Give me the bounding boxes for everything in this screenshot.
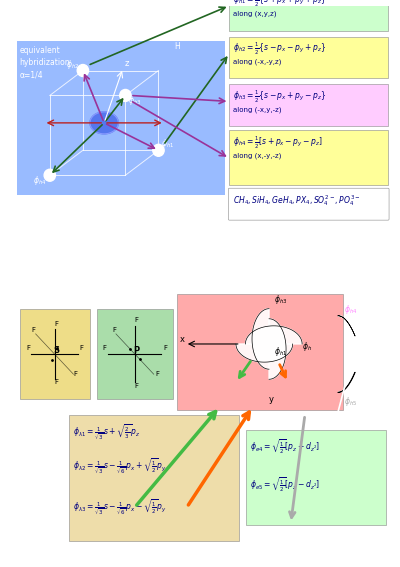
Text: F: F [156,371,160,377]
Text: F: F [32,327,36,333]
Polygon shape [246,326,302,344]
Bar [229,37,388,78]
Text: y: y [268,395,274,404]
Text: F: F [73,371,77,377]
Text: H: H [174,41,180,50]
Circle shape [120,90,131,101]
Text: $\phi_{h4}$: $\phi_{h4}$ [344,303,357,316]
Text: $\phi_{h2} = \frac{1}{2}\{s - p_x - p_y + p_z\}$: $\phi_{h2} = \frac{1}{2}\{s - p_x - p_y … [233,41,326,57]
Text: $\phi_{\lambda 3} = \frac{1}{\sqrt{3}}s - \frac{1}{\sqrt{6}}p_x - \sqrt{\frac{1}: $\phi_{\lambda 3} = \frac{1}{\sqrt{3}}s … [74,497,167,517]
Text: along (-x,y,-z): along (-x,y,-z) [233,107,282,113]
Circle shape [77,65,88,77]
Bar [17,41,225,195]
Text: P: P [134,345,140,354]
Circle shape [153,145,164,156]
Text: $\phi_{\lambda 1} = \frac{1}{\sqrt{3}}s + \sqrt{\frac{2}{3}}p_z$: $\phi_{\lambda 1} = \frac{1}{\sqrt{3}}s … [74,422,140,442]
Text: •:: •: [178,24,183,29]
Text: S: S [54,345,60,354]
Text: $\phi_{h5}$: $\phi_{h5}$ [344,395,357,408]
Text: F: F [135,317,139,323]
Text: F: F [26,345,30,351]
Bar [229,84,388,126]
Text: $\phi_{h1} = \frac{1}{2}\{s + p_x + p_y + p_z\}$: $\phi_{h1} = \frac{1}{2}\{s + p_x + p_y … [233,0,326,9]
Polygon shape [338,316,355,336]
Text: F: F [79,345,83,351]
Text: H—C—H: H—C—H [166,31,198,40]
Text: F: F [54,379,58,386]
Text: d.   dsp³ (sp³d) hybrides (bipyramidal): d. dsp³ (sp³d) hybrides (bipyramidal) [20,291,273,304]
Text: $\phi_{\lambda 2} = \frac{1}{\sqrt{3}}s - \frac{1}{\sqrt{6}}p_x + \sqrt{\frac{1}: $\phi_{\lambda 2} = \frac{1}{\sqrt{3}}s … [74,457,167,476]
Text: z: z [125,59,129,68]
Bar [97,308,173,399]
Text: F: F [163,345,167,351]
Text: $\phi_{h4}$: $\phi_{h4}$ [33,174,46,187]
Text: $\phi_{h3}$: $\phi_{h3}$ [274,293,287,306]
Bar [229,0,388,31]
Polygon shape [236,344,293,362]
Text: $\phi_{e5} = \sqrt{\frac{1}{2}}[p_z - d_{z^2}]$: $\phi_{e5} = \sqrt{\frac{1}{2}}[p_z - d_… [250,475,320,494]
Text: four hybrid sp³ orbitals.: four hybrid sp³ orbitals. [29,210,120,219]
Text: along (x,-y,-z): along (x,-y,-z) [233,153,282,159]
Polygon shape [252,308,269,369]
Text: F: F [54,321,58,327]
Polygon shape [269,319,286,379]
Bar [229,130,388,185]
Text: F: F [135,383,139,390]
Text: $\phi_{h1}$: $\phi_{h1}$ [274,345,287,358]
Text: along (x,y,z): along (x,y,z) [233,11,277,17]
Bar [177,294,343,409]
Text: $\phi_{h3} = \frac{1}{2}\{s - p_x + p_y - p_z\}$: $\phi_{h3} = \frac{1}{2}\{s - p_x + p_y … [233,88,326,105]
Text: F: F [112,327,116,333]
Text: H: H [174,18,180,27]
Text: c.   sp³ hybrides (tetrahedral): c. sp³ hybrides (tetrahedral) [20,18,216,31]
Text: $CH_4, SiH_4, GeH_4, PX_4, SO_4^{2-}, PO_4^{3-}$: $CH_4, SiH_4, GeH_4, PX_4, SO_4^{2-}, PO… [233,193,361,208]
Text: equivalent
hybridization
α=1/4: equivalent hybridization α=1/4 [20,45,70,79]
Text: $\phi_h$: $\phi_h$ [302,340,312,353]
Circle shape [44,170,56,181]
Text: :•: :• [167,24,172,29]
Text: $\phi_{h1}$: $\phi_{h1}$ [161,137,174,150]
Text: $\phi_{e4} = \sqrt{\frac{1}{2}}[p_z + d_{z^2}]$: $\phi_{e4} = \sqrt{\frac{1}{2}}[p_z + d_… [250,437,320,456]
Text: x: x [180,335,185,344]
Polygon shape [338,372,355,392]
Bar [20,308,90,399]
Bar [246,430,386,526]
Ellipse shape [90,112,118,134]
Text: F: F [103,345,107,351]
FancyBboxPatch shape [228,188,389,220]
Text: $\phi_{h3}$: $\phi_{h3}$ [128,95,142,107]
Bar [69,414,239,540]
Text: $\phi_{h4} = \frac{1}{2}[s + p_x - p_y - p_z]$: $\phi_{h4} = \frac{1}{2}[s + p_x - p_y -… [233,134,323,150]
Text: •  One s and 3 p AO’s mix to form a set of: • One s and 3 p AO’s mix to form a set o… [20,197,180,206]
Text: $\phi_{h2}$: $\phi_{h2}$ [66,57,79,70]
Text: along (-x,-y,z): along (-x,-y,z) [233,58,282,65]
